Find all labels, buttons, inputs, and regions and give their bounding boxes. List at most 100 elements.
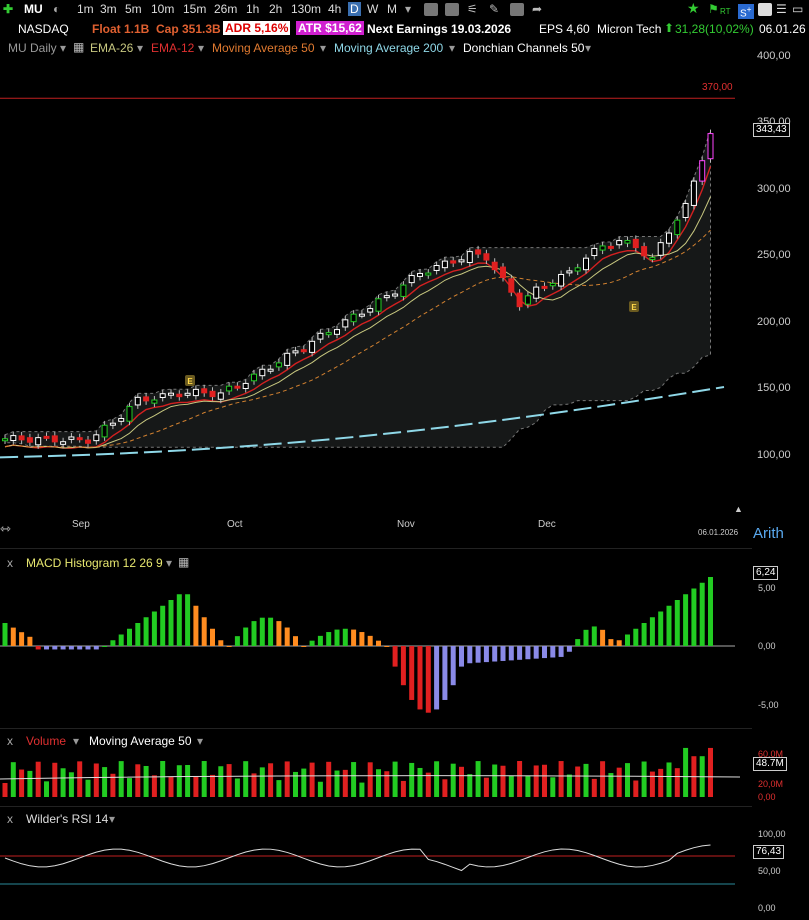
- macd-bar: [68, 646, 74, 650]
- tf-5m[interactable]: 5m: [125, 2, 142, 16]
- scale-mode-label[interactable]: Arith: [753, 525, 784, 542]
- price-chart[interactable]: EE: [0, 40, 752, 510]
- compress-icon[interactable]: ⇿: [0, 521, 11, 536]
- tf-10m[interactable]: 10m: [151, 2, 175, 16]
- main-label[interactable]: MU Daily: [8, 41, 57, 55]
- volume-bar: [558, 761, 564, 797]
- ema26-label[interactable]: EMA-26: [90, 41, 134, 55]
- tf-1h[interactable]: 1h: [246, 2, 260, 16]
- tf-130m[interactable]: 130m: [291, 2, 322, 16]
- rsi-line[interactable]: [0, 825, 752, 920]
- tf-4h[interactable]: 4h: [328, 2, 342, 16]
- volume-tick: 60,0M: [758, 749, 784, 759]
- volume-bar: [666, 762, 672, 797]
- candle-body: [300, 349, 307, 353]
- candle-body: [458, 259, 465, 263]
- rsi-label[interactable]: Wilder's RSI 14: [26, 812, 109, 826]
- tf-1m[interactable]: 1m: [77, 2, 94, 16]
- macd-bar: [317, 635, 323, 646]
- tf-w[interactable]: W: [367, 2, 379, 16]
- macd-histogram[interactable]: [0, 565, 752, 725]
- chevron-down-icon[interactable]: ▾: [60, 41, 67, 55]
- volume-bar: [566, 774, 572, 797]
- macd-bar: [2, 623, 8, 646]
- chevron-down-icon[interactable]: ▾: [109, 812, 116, 826]
- donchian-label[interactable]: Donchian Channels 50: [463, 41, 585, 55]
- candle-body: [483, 253, 490, 261]
- ema12-label[interactable]: EMA-12: [151, 41, 195, 55]
- tf-m[interactable]: M: [387, 2, 397, 16]
- macd-label[interactable]: MACD Histogram 12 26 9: [26, 556, 163, 570]
- compare-icon[interactable]: [445, 3, 459, 16]
- macd-bar: [459, 646, 464, 667]
- volume-bar: [400, 780, 406, 797]
- volume-bar: [143, 765, 149, 797]
- macd-bar: [392, 646, 398, 667]
- volume-bars[interactable]: [0, 745, 752, 800]
- alert-price-label: 370,00: [702, 82, 733, 93]
- earnings-marker: [629, 301, 639, 312]
- s-icon[interactable]: S+: [738, 4, 754, 20]
- tf-3m[interactable]: 3m: [100, 2, 117, 16]
- volume-bar: [500, 765, 506, 797]
- macd-bar: [110, 640, 116, 646]
- volume-bar: [52, 762, 58, 797]
- chevron-down-icon[interactable]: ▾: [449, 41, 456, 55]
- macd-bar: [160, 605, 166, 646]
- volume-ma-label[interactable]: Moving Average 50: [89, 734, 192, 748]
- close-icon[interactable]: x: [7, 812, 13, 826]
- macd-bar: [542, 646, 547, 659]
- scroll-up-icon[interactable]: ▲: [734, 504, 743, 514]
- ma50-label[interactable]: Moving Average 50: [212, 41, 315, 55]
- copy-icon[interactable]: [758, 3, 772, 16]
- candle-body: [234, 385, 241, 389]
- star-icon[interactable]: ★: [687, 0, 700, 16]
- note-icon[interactable]: [510, 3, 524, 16]
- candle-body: [641, 246, 648, 257]
- macd-bar: [218, 640, 224, 646]
- rt-icon[interactable]: ⚑: [708, 2, 719, 16]
- grid-icon[interactable]: ▦: [73, 40, 85, 54]
- dropdown-icon[interactable]: ▾: [405, 2, 412, 16]
- volume-current-box: 48.7M: [753, 757, 787, 771]
- tf-26m[interactable]: 26m: [214, 2, 238, 16]
- ma200-line: [0, 386, 725, 459]
- volume-bar: [550, 777, 556, 797]
- company-name: Micron Tech: [597, 22, 662, 36]
- tf-2h[interactable]: 2h: [269, 2, 283, 16]
- share-icon[interactable]: ➦: [532, 2, 543, 16]
- volume-bar: [376, 769, 381, 797]
- chevron-down-icon[interactable]: ▾: [197, 734, 204, 748]
- volume-label[interactable]: Volume: [26, 734, 67, 748]
- month-label: Sep: [72, 519, 90, 530]
- grid-icon[interactable]: ▦: [178, 555, 190, 569]
- window-icon[interactable]: ▭: [792, 2, 804, 16]
- volume-bar: [575, 766, 581, 797]
- tf-d[interactable]: D: [348, 2, 361, 16]
- chevron-down-icon[interactable]: ▾: [320, 41, 327, 55]
- add-icon[interactable]: ✚: [3, 2, 14, 16]
- macd-bar: [674, 600, 680, 646]
- tf-15m[interactable]: 15m: [183, 2, 207, 16]
- menu-icon[interactable]: ☰: [776, 2, 787, 16]
- settings-icon[interactable]: ◐: [53, 2, 61, 16]
- close-icon[interactable]: x: [7, 556, 13, 570]
- macd-bar: [193, 605, 199, 646]
- indicator-icon[interactable]: [424, 3, 438, 16]
- chevron-down-icon[interactable]: ▾: [166, 556, 173, 570]
- price-tick: 300,00: [757, 183, 791, 195]
- chevron-down-icon[interactable]: ▾: [585, 41, 592, 55]
- candle-body: [566, 270, 573, 274]
- draw-icon[interactable]: ⚟: [467, 2, 478, 16]
- chevron-down-icon[interactable]: ▾: [137, 41, 144, 55]
- volume-bar: [708, 747, 713, 797]
- pencil-icon[interactable]: ✎: [489, 2, 500, 16]
- chevron-down-icon[interactable]: ▾: [198, 41, 205, 55]
- chevron-down-icon[interactable]: ▾: [73, 734, 80, 748]
- price-tick: 400,00: [757, 50, 791, 62]
- ma200-label[interactable]: Moving Average 200: [334, 41, 444, 55]
- candle-body: [508, 278, 515, 293]
- close-icon[interactable]: x: [7, 734, 13, 748]
- volume-bar: [35, 761, 41, 797]
- symbol-label[interactable]: MU: [24, 2, 43, 16]
